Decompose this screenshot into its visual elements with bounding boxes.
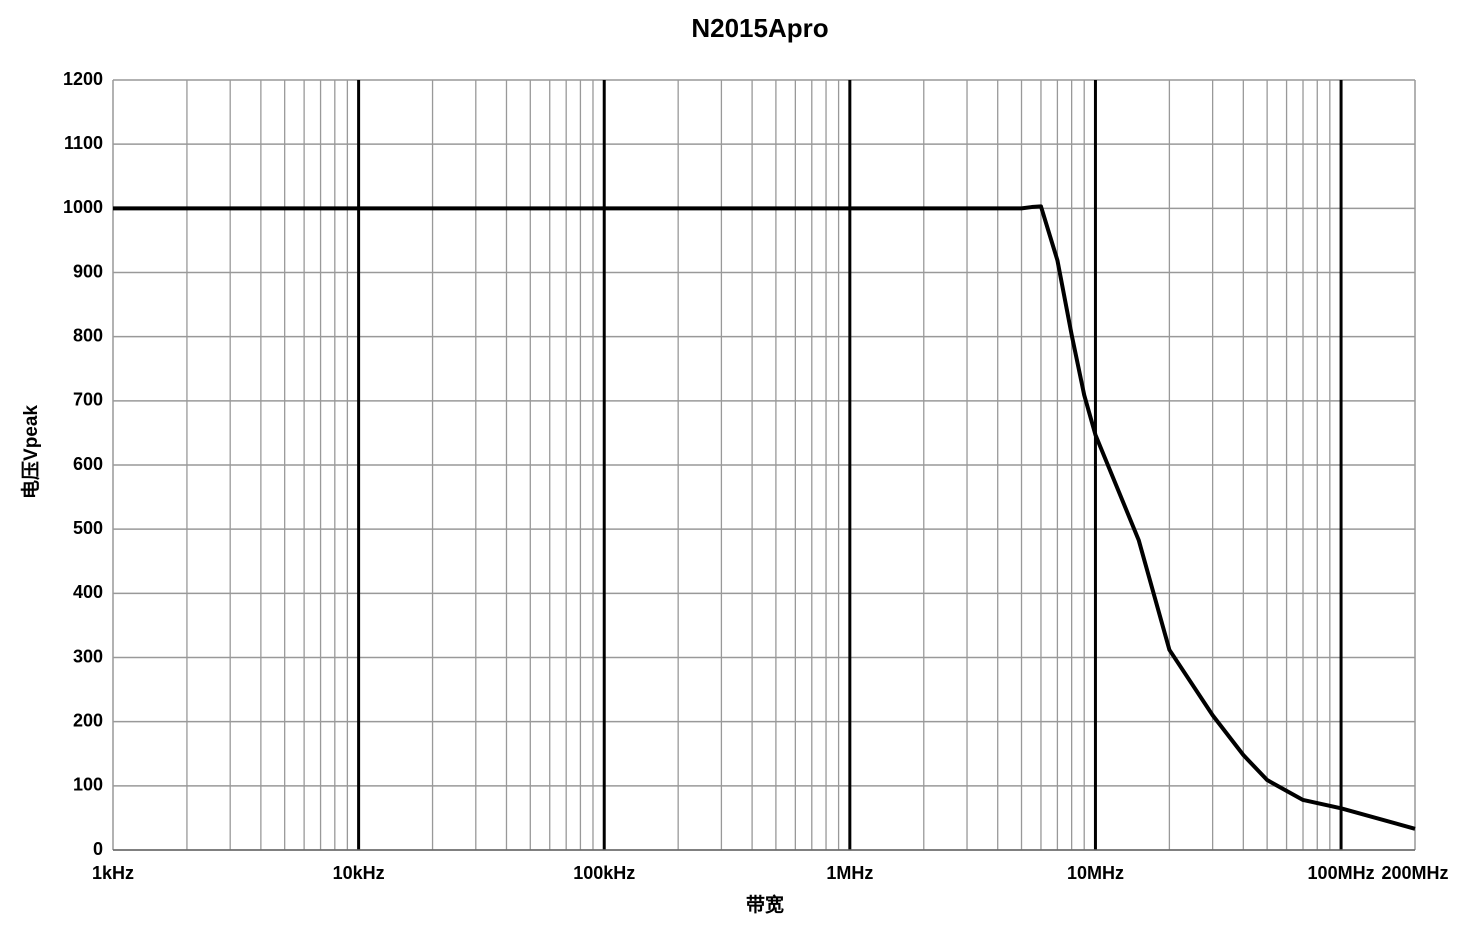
y-tick-label: 800	[73, 325, 103, 345]
y-tick-label: 1100	[64, 133, 103, 153]
y-tick-label: 700	[73, 390, 103, 410]
y-tick-label: 300	[73, 646, 103, 666]
y-axis-title: 电压Vpeak	[19, 405, 42, 499]
chart-title: N2015Apro	[691, 13, 828, 43]
y-tick-label: 1000	[63, 197, 103, 217]
x-tick-label: 1MHz	[826, 863, 873, 883]
y-tick-label: 900	[73, 261, 103, 281]
y-tick-label: 600	[73, 454, 103, 474]
x-axis-title: 带宽	[746, 893, 784, 916]
x-tick-label: 100MHz	[1308, 863, 1375, 883]
y-tick-label: 100	[73, 775, 103, 795]
x-tick-label: 100kHz	[573, 863, 635, 883]
y-tick-label: 200	[73, 710, 103, 730]
y-tick-label: 0	[93, 839, 103, 859]
data-line	[113, 204, 1416, 831]
x-tick-label: 10MHz	[1067, 863, 1124, 883]
y-tick-label: 400	[73, 582, 103, 602]
x-tick-label: 10kHz	[333, 863, 385, 883]
y-tick-label: 1200	[63, 69, 103, 89]
x-tick-label: 200MHz	[1381, 863, 1448, 883]
y-tick-label: 500	[73, 518, 103, 538]
x-tick-label: 1kHz	[92, 863, 134, 883]
